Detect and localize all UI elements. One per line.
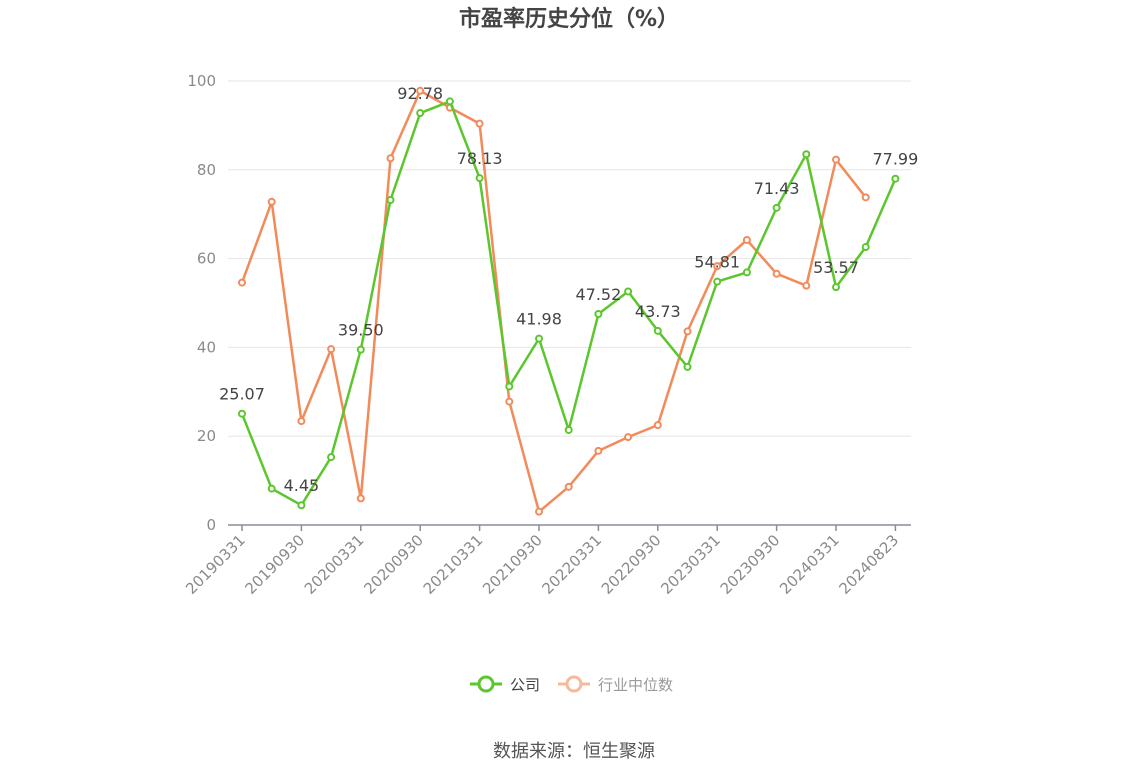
data-point-company bbox=[356, 345, 365, 354]
x-tick-label: 20240823 bbox=[836, 531, 903, 598]
data-point-industry bbox=[772, 269, 781, 278]
data-point-industry bbox=[475, 119, 484, 128]
x-tick-label: 20210331 bbox=[420, 531, 487, 598]
data-label: 92.78 bbox=[397, 84, 443, 103]
data-label: 39.50 bbox=[338, 321, 384, 340]
legend-marker-industry bbox=[565, 675, 583, 693]
data-point-company bbox=[683, 362, 692, 371]
data-point-company bbox=[653, 326, 662, 335]
data-point-industry bbox=[564, 482, 573, 491]
data-point-company bbox=[535, 334, 543, 343]
data-point-industry bbox=[832, 155, 840, 164]
data-point-industry bbox=[802, 281, 811, 290]
data-labels: 25.07 4.45 39.50 92.78 78.13 41.98 47.52 43.73 5… bbox=[219, 84, 918, 495]
x-tick-label: 20220331 bbox=[539, 531, 606, 598]
legend-marker-company bbox=[477, 675, 495, 693]
chart-title: 市盈率历史分位（%） bbox=[459, 6, 679, 32]
y-tick-label: 20 bbox=[197, 427, 216, 445]
x-tick-label: 20210930 bbox=[479, 531, 546, 598]
x-tick-label: 20190331 bbox=[182, 531, 249, 598]
data-point-company bbox=[445, 97, 454, 106]
data-point-industry bbox=[624, 433, 633, 442]
data-label: 47.52 bbox=[575, 285, 621, 304]
data-label: 4.45 bbox=[284, 476, 320, 495]
data-label: 54.81 bbox=[694, 253, 740, 272]
x-tick-label: 20240331 bbox=[776, 531, 843, 598]
data-point-industry bbox=[861, 193, 870, 202]
y-tick-label: 80 bbox=[197, 161, 216, 179]
data-point-company bbox=[713, 277, 722, 286]
data-point-company bbox=[564, 425, 573, 434]
data-point-company bbox=[772, 203, 781, 212]
data-point-industry bbox=[386, 154, 395, 163]
x-tick-label: 20200930 bbox=[360, 531, 427, 598]
data-point-company bbox=[475, 174, 484, 183]
data-point-industry bbox=[594, 446, 603, 455]
x-tick-label: 20200331 bbox=[301, 531, 368, 598]
y-tick-label: 0 bbox=[206, 516, 216, 534]
data-label: 41.98 bbox=[516, 310, 562, 329]
data-point-industry bbox=[327, 345, 336, 354]
data-point-company bbox=[505, 382, 514, 391]
data-label: 77.99 bbox=[872, 150, 918, 169]
data-point-industry bbox=[683, 327, 692, 336]
data-label: 71.43 bbox=[754, 179, 800, 198]
legend-label-company: 公司 bbox=[510, 676, 540, 694]
legend[interactable]: 公司 行业中位数 bbox=[470, 675, 673, 694]
series-line-company bbox=[240, 100, 897, 507]
grid bbox=[228, 80, 911, 437]
data-point-company bbox=[624, 287, 633, 296]
x-axis: 2019033120190930202003312020093020210331… bbox=[182, 524, 911, 598]
data-point-company bbox=[386, 195, 395, 204]
data-point-company bbox=[832, 283, 840, 292]
data-point-company bbox=[802, 150, 811, 159]
data-label: 78.13 bbox=[457, 149, 503, 168]
data-label: 43.73 bbox=[635, 302, 681, 321]
data-point-company bbox=[891, 174, 900, 183]
data-point-industry bbox=[535, 507, 543, 516]
y-tick-label: 100 bbox=[187, 72, 216, 90]
data-point-company bbox=[416, 109, 425, 118]
legend-item-industry[interactable]: 行业中位数 bbox=[558, 675, 673, 694]
data-point-industry bbox=[713, 262, 722, 271]
legend-label-industry: 行业中位数 bbox=[598, 676, 673, 694]
data-point-industry bbox=[238, 278, 246, 287]
y-tick-label: 60 bbox=[197, 250, 216, 268]
data-point-industry bbox=[356, 494, 365, 503]
legend-item-company[interactable]: 公司 bbox=[470, 675, 540, 694]
data-point-industry bbox=[742, 235, 751, 244]
x-tick-label: 20230930 bbox=[717, 531, 784, 598]
data-point-industry bbox=[297, 417, 306, 426]
data-point-industry bbox=[416, 86, 425, 95]
data-point-company bbox=[238, 409, 246, 418]
y-tick-label: 40 bbox=[197, 338, 216, 356]
data-point-industry bbox=[653, 421, 662, 430]
series-line-industry bbox=[240, 89, 867, 513]
data-point-company bbox=[861, 243, 870, 252]
source-note: 数据来源：恒生聚源 bbox=[493, 741, 655, 762]
x-tick-label: 20190930 bbox=[242, 531, 309, 598]
y-axis: 0 20 40 60 80 100 bbox=[187, 72, 216, 534]
series-layer bbox=[238, 86, 900, 516]
data-point-industry bbox=[505, 397, 514, 406]
x-tick-label: 20230331 bbox=[657, 531, 724, 598]
data-point-company bbox=[742, 268, 751, 277]
data-label: 53.57 bbox=[813, 258, 859, 277]
data-point-company bbox=[297, 501, 306, 510]
data-point-company bbox=[594, 310, 603, 319]
data-label: 25.07 bbox=[219, 385, 265, 404]
data-point-industry bbox=[267, 197, 276, 206]
x-tick-label: 20220930 bbox=[598, 531, 665, 598]
data-point-company bbox=[267, 484, 276, 493]
data-point-company bbox=[327, 453, 336, 462]
